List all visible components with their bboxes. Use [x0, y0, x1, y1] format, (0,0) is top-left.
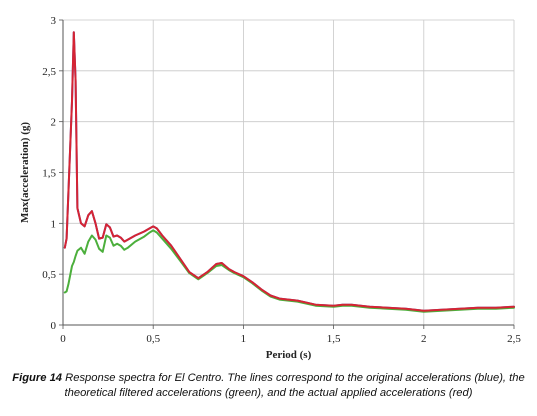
y-tick-label: 0,5 — [42, 269, 56, 281]
x-tick-label: 2 — [421, 333, 427, 345]
y-axis-label: Max(acceleration) (g) — [19, 122, 31, 223]
y-tick-label: 1 — [51, 218, 57, 230]
series-line-1 — [63, 31, 515, 312]
caption-label: Figure 14 — [12, 372, 63, 384]
axes — [59, 19, 515, 329]
y-tick-label: 1,5 — [42, 168, 56, 180]
x-tick-label: 1,5 — [327, 333, 341, 345]
tick-labels: 0 0,5 1 1,5 2 2,5 0 0,5 1 1,5 2 2,5 3 — [42, 15, 521, 345]
y-tick-label: 2,5 — [42, 66, 56, 78]
figure-caption: Figure 14 Response spectra for El Centro… — [6, 371, 531, 401]
caption-text: Response spectra for El Centro. The line… — [64, 372, 525, 399]
y-tick-label: 2 — [51, 117, 57, 129]
series-line-3 — [63, 31, 515, 312]
x-axis-label: Period (s) — [266, 349, 312, 361]
x-tick-label: 2,5 — [507, 333, 521, 345]
x-tick-label: 0 — [60, 333, 66, 345]
chart-canvas: 0 0,5 1 1,5 2 2,5 0 0,5 1 1,5 2 2,5 3 Period (s) Max… — [19, 15, 521, 361]
y-tick-label: 0 — [51, 320, 57, 332]
y-tick-label: 3 — [51, 15, 57, 27]
x-tick-label: 0,5 — [146, 333, 160, 345]
series-lines — [63, 31, 515, 313]
response-spectrum-chart: 0 0,5 1 1,5 2 2,5 0 0,5 1 1,5 2 2,5 3 Period (s) Max… — [19, 15, 521, 361]
x-tick-label: 1 — [241, 333, 247, 345]
grid — [63, 19, 515, 325]
